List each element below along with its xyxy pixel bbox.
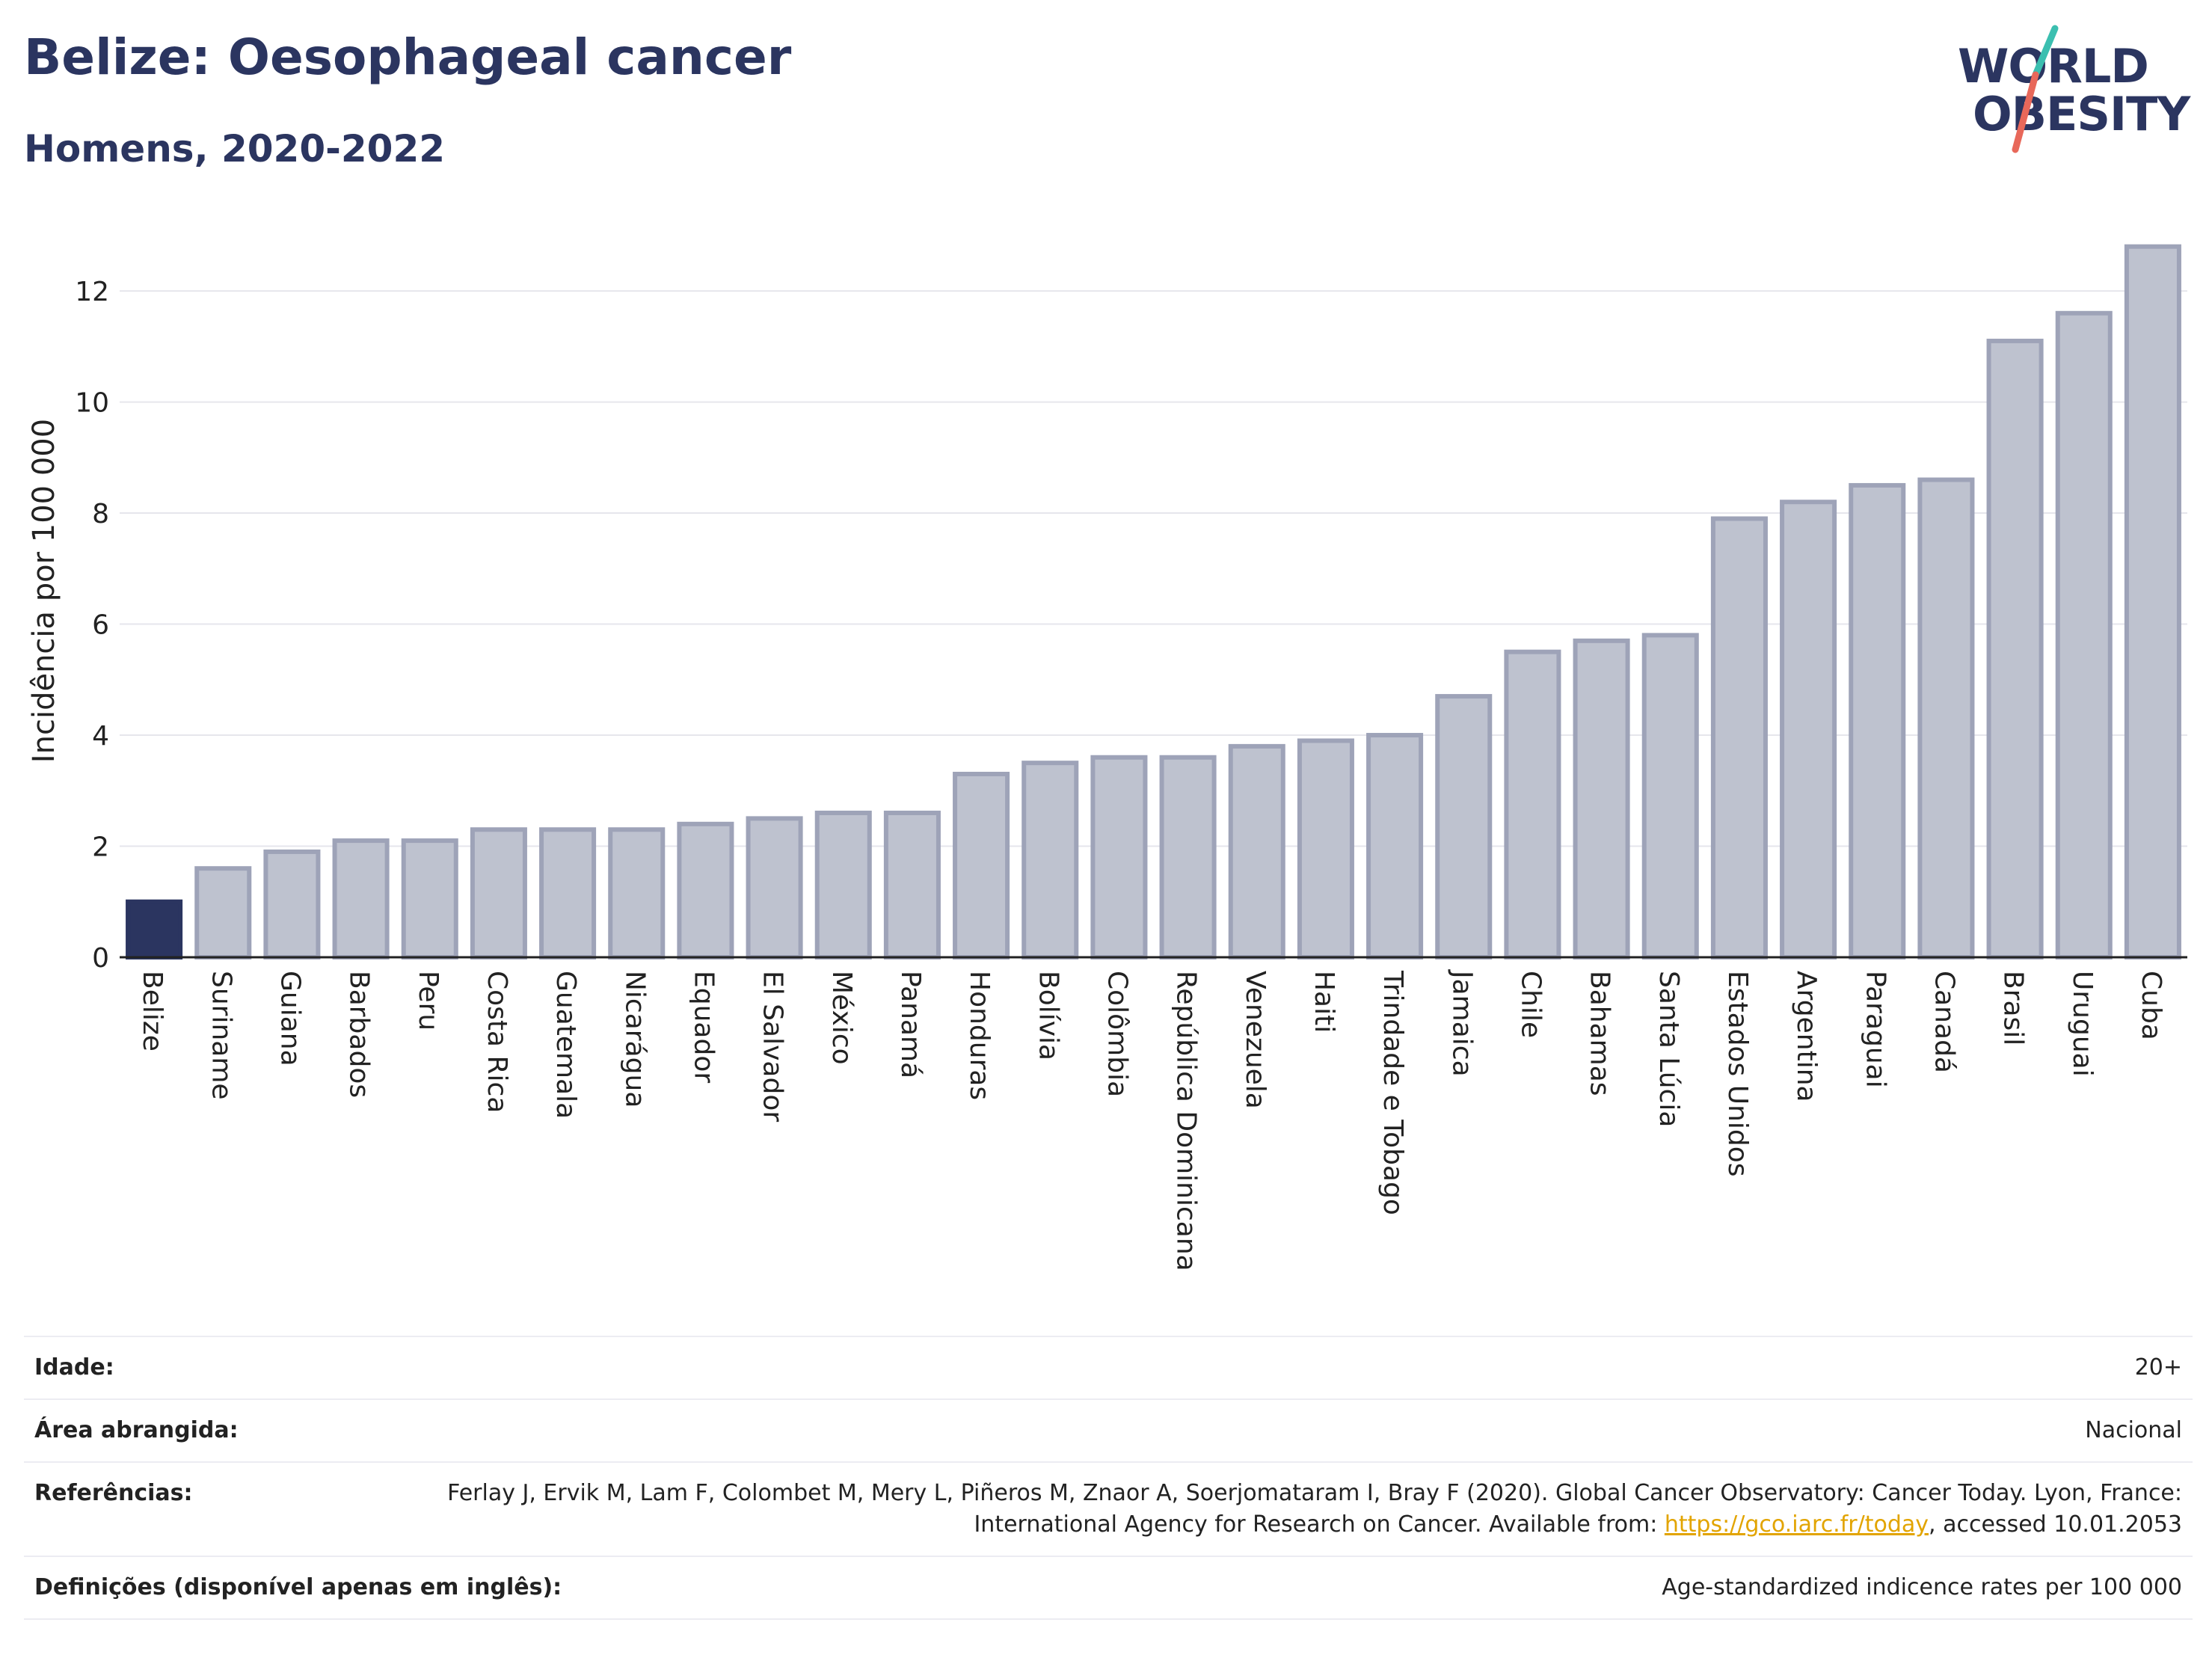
y-tick-label: 2 <box>92 832 109 863</box>
bar-brasil <box>1986 338 2044 959</box>
footer-row-area: Área abrangida: Nacional <box>24 1398 2193 1461</box>
bar-venezuela <box>1228 743 1285 959</box>
x-tick-label: Barbados <box>344 971 375 1098</box>
x-tick-label: Brasil <box>1998 971 2029 1045</box>
area-value: Nacional <box>2085 1417 2182 1443</box>
x-tick-label: Suriname <box>206 971 236 1100</box>
x-tick-label: Haiti <box>1309 971 1339 1033</box>
y-axis-ticks: 0 2 4 6 8 10 12 <box>75 277 109 974</box>
bar-haiti <box>1297 738 1354 959</box>
world-obesity-logo: WORLD OBESITY <box>1944 22 2199 157</box>
x-tick-label: Trindade e Tobago <box>1377 970 1408 1215</box>
footer-row-definitions: Definições (disponível apenas em inglês)… <box>24 1556 2193 1620</box>
grid-lines <box>120 290 2187 847</box>
bar-estados-unidos <box>1710 516 1768 959</box>
x-tick-label: Colômbia <box>1102 971 1132 1097</box>
y-tick-label: 10 <box>75 388 109 419</box>
x-tick-label: El Salvador <box>758 971 788 1122</box>
bar-jamaica <box>1435 694 1493 959</box>
x-axis-labels: Belize Suriname Guiana Barbados Peru Costa Ri… <box>137 969 2166 1271</box>
bar-chart: 0 2 4 6 8 10 12 Belize Suriname Guiana Barbados Pe… <box>27 244 2187 1271</box>
x-tick-label: Venezuela <box>1240 971 1271 1109</box>
bar-suriname <box>194 866 252 959</box>
footer-row-references: Referências: Ferlay J, Ervik M, Lam F, C… <box>24 1461 2193 1556</box>
age-label: Idade: <box>34 1354 114 1381</box>
y-tick-label: 8 <box>92 499 109 529</box>
bar-trindade-e-tobago <box>1366 733 1424 959</box>
x-tick-label: Costa Rica <box>482 971 512 1113</box>
chart-subtitle: Homens, 2020-2022 <box>24 127 446 171</box>
x-tick-label: Argentina <box>1791 971 1822 1102</box>
references-label: Referências: <box>34 1480 193 1506</box>
bar-guatemala <box>539 827 597 959</box>
bars <box>126 244 2181 960</box>
x-tick-label: Bahamas <box>1585 971 1615 1096</box>
age-value: 20+ <box>2134 1354 2182 1381</box>
x-tick-label: Chile <box>1515 971 1546 1038</box>
x-tick-label: Uruguai <box>2067 971 2098 1077</box>
y-tick-label: 4 <box>92 721 109 752</box>
bar-bol-via <box>1021 761 1079 959</box>
definitions-value: Age-standardized indicence rates per 100… <box>1662 1574 2182 1600</box>
references-accessed: , accessed 10.01.2053 <box>1929 1511 2182 1538</box>
x-tick-label: Nicarágua <box>619 971 650 1108</box>
bar-canad- <box>1917 477 1975 959</box>
x-tick-label: Jamaica <box>1446 969 1477 1077</box>
bar-peru <box>401 838 458 959</box>
bar-m-xico <box>814 810 872 960</box>
bar-bahamas <box>1573 638 1630 959</box>
x-tick-label: Honduras <box>964 971 995 1100</box>
x-tick-label: Cuba <box>2136 971 2166 1040</box>
bar-costa-rica <box>470 827 527 959</box>
chart-title: Belize: Oesophageal cancer <box>24 28 792 86</box>
bar-barbados <box>332 838 390 959</box>
bar-guiana <box>263 849 321 959</box>
definitions-label: Definições (disponível apenas em inglês)… <box>34 1574 562 1600</box>
x-tick-label: Belize <box>137 971 168 1051</box>
x-tick-label: Paraguai <box>1860 971 1890 1088</box>
bar-cuba <box>2124 244 2181 960</box>
x-tick-label: Panamá <box>895 971 926 1078</box>
x-tick-label: Santa Lúcia <box>1653 971 1684 1127</box>
x-tick-label: Canadá <box>1929 971 1959 1073</box>
bar-belize <box>126 899 183 959</box>
y-tick-label: 6 <box>92 610 109 641</box>
area-label: Área abrangida: <box>34 1417 239 1443</box>
x-tick-label: Guiana <box>274 971 305 1066</box>
bar-equador <box>677 821 734 959</box>
bar-rep-blica-dominicana <box>1159 755 1217 960</box>
x-tick-label: Equador <box>688 971 719 1083</box>
y-tick-label: 0 <box>92 943 109 974</box>
y-tick-label: 12 <box>75 277 109 307</box>
logo-text-obesity: OBESITY <box>1973 87 2190 141</box>
x-tick-label: Guatemala <box>550 971 581 1119</box>
x-tick-label: Estados Unidos <box>1722 971 1753 1177</box>
bar-col-mbia <box>1090 755 1148 960</box>
references-text: Ferlay J, Ervik M, Lam F, Colombet M, Me… <box>447 1480 2182 1538</box>
bar-panam- <box>883 810 941 960</box>
chart-footer: Idade: 20+ Área abrangida: Nacional Refe… <box>24 1336 2193 1620</box>
bar-argentina <box>1780 500 1837 960</box>
y-axis-label: Incidência por 100 000 <box>27 419 61 763</box>
bar-nicar-gua <box>608 827 666 959</box>
bar-chile <box>1504 649 1561 960</box>
references-link[interactable]: https://gco.iarc.fr/today <box>1664 1511 1929 1538</box>
logo-slash-icon <box>2012 25 2059 153</box>
bar-el-salvador <box>746 816 803 959</box>
x-tick-label: Peru <box>413 971 443 1031</box>
bar-paraguai <box>1849 482 1906 959</box>
x-tick-label: República Dominicana <box>1171 971 1202 1271</box>
bar-honduras <box>953 772 1010 959</box>
x-tick-label: México <box>826 971 857 1065</box>
references-value: Ferlay J, Ervik M, Lam F, Colombet M, Me… <box>425 1478 2182 1541</box>
x-tick-label: Bolívia <box>1033 971 1063 1060</box>
bar-uruguai <box>2055 310 2113 959</box>
logo-text-world: WORLD <box>1958 39 2149 93</box>
footer-row-age: Idade: 20+ <box>24 1336 2193 1398</box>
bar-santa-l-cia <box>1641 633 1699 959</box>
